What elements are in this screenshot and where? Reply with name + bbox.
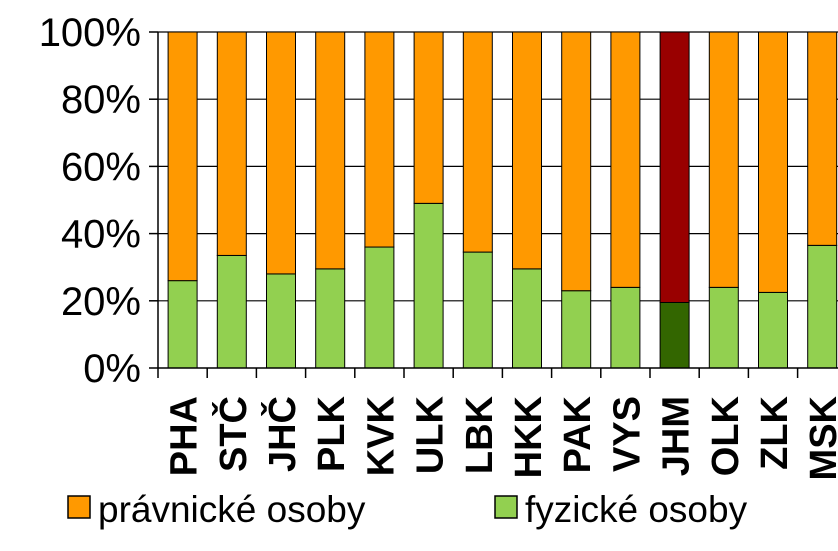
bar-fyzicke-osoby-pak [561,290,592,369]
bar-pravnicke-osoby-plk [315,31,346,270]
bar-fyzicke-osoby-plk [315,268,346,369]
bar-pravnicke-osoby-pak [561,31,592,292]
legend-swatch-pravnicke-osoby [67,495,91,519]
y-tick-label: 40% [61,213,141,257]
bar-pravnicke-osoby-hkk [512,31,542,270]
bar-pravnicke-osoby-zlk [758,31,788,293]
bar-pravnicke-osoby-pha [167,31,198,282]
x-tick-label: PLK [311,395,353,472]
legend-label: právnické osoby [98,489,366,530]
bar-fyzicke-osoby-msk [807,244,838,369]
bar-pravnicke-osoby-vys [610,31,641,288]
y-tick-label: 100% [39,11,141,55]
x-tick-label: OLK [705,395,747,476]
x-tick-label: JHČ [259,396,304,472]
bar-pravnicke-osoby-ulk [413,31,444,204]
x-tick-label: ZLK [754,395,796,469]
bar-fyzicke-osoby-hkk [512,268,542,369]
y-tick-label: 60% [61,145,141,189]
x-tick-label: HKK [508,395,550,478]
x-tick-label: PAK [557,395,599,473]
x-tick-label: KVK [360,395,402,476]
bar-fyzicke-osoby-vys [610,286,641,369]
y-tick-label: 20% [61,280,141,324]
bar-fyzicke-osoby-stč [216,254,247,369]
bar-pravnicke-osoby-jhč [266,31,296,275]
bar-pravnicke-osoby-stč [216,31,247,256]
bar-fyzicke-osoby-olk [708,286,739,369]
bar-pravnicke-osoby-kvk [364,31,395,248]
bar-fyzicke-osoby-kvk [364,246,395,369]
x-tick-label: LBK [459,395,501,474]
bar-fyzicke-osoby-jhm [659,301,690,369]
x-tick-label: PHA [164,396,206,476]
bar-fyzicke-osoby-zlk [758,291,788,369]
bar-fyzicke-osoby-pha [167,280,198,369]
bar-fyzicke-osoby-jhč [266,273,296,369]
x-tick-label: STČ [210,396,255,472]
x-tick-label: VYS [606,396,648,472]
bar-fyzicke-osoby-ulk [413,202,444,369]
bar-pravnicke-osoby-olk [708,31,739,288]
bar-fyzicke-osoby-lbk [462,251,493,369]
legend-label: fyzické osoby [525,489,748,530]
x-tick-label: MSK [803,395,838,480]
legend-swatch-fyzicke-osoby [494,495,518,519]
y-tick-label: 0% [83,347,141,391]
bar-pravnicke-osoby-jhm [659,31,690,303]
x-tick-label: JHM [656,396,698,476]
x-tick-label: ULK [410,395,452,474]
bar-pravnicke-osoby-msk [807,31,838,246]
y-tick-label: 80% [61,78,141,122]
bar-pravnicke-osoby-lbk [462,31,493,253]
